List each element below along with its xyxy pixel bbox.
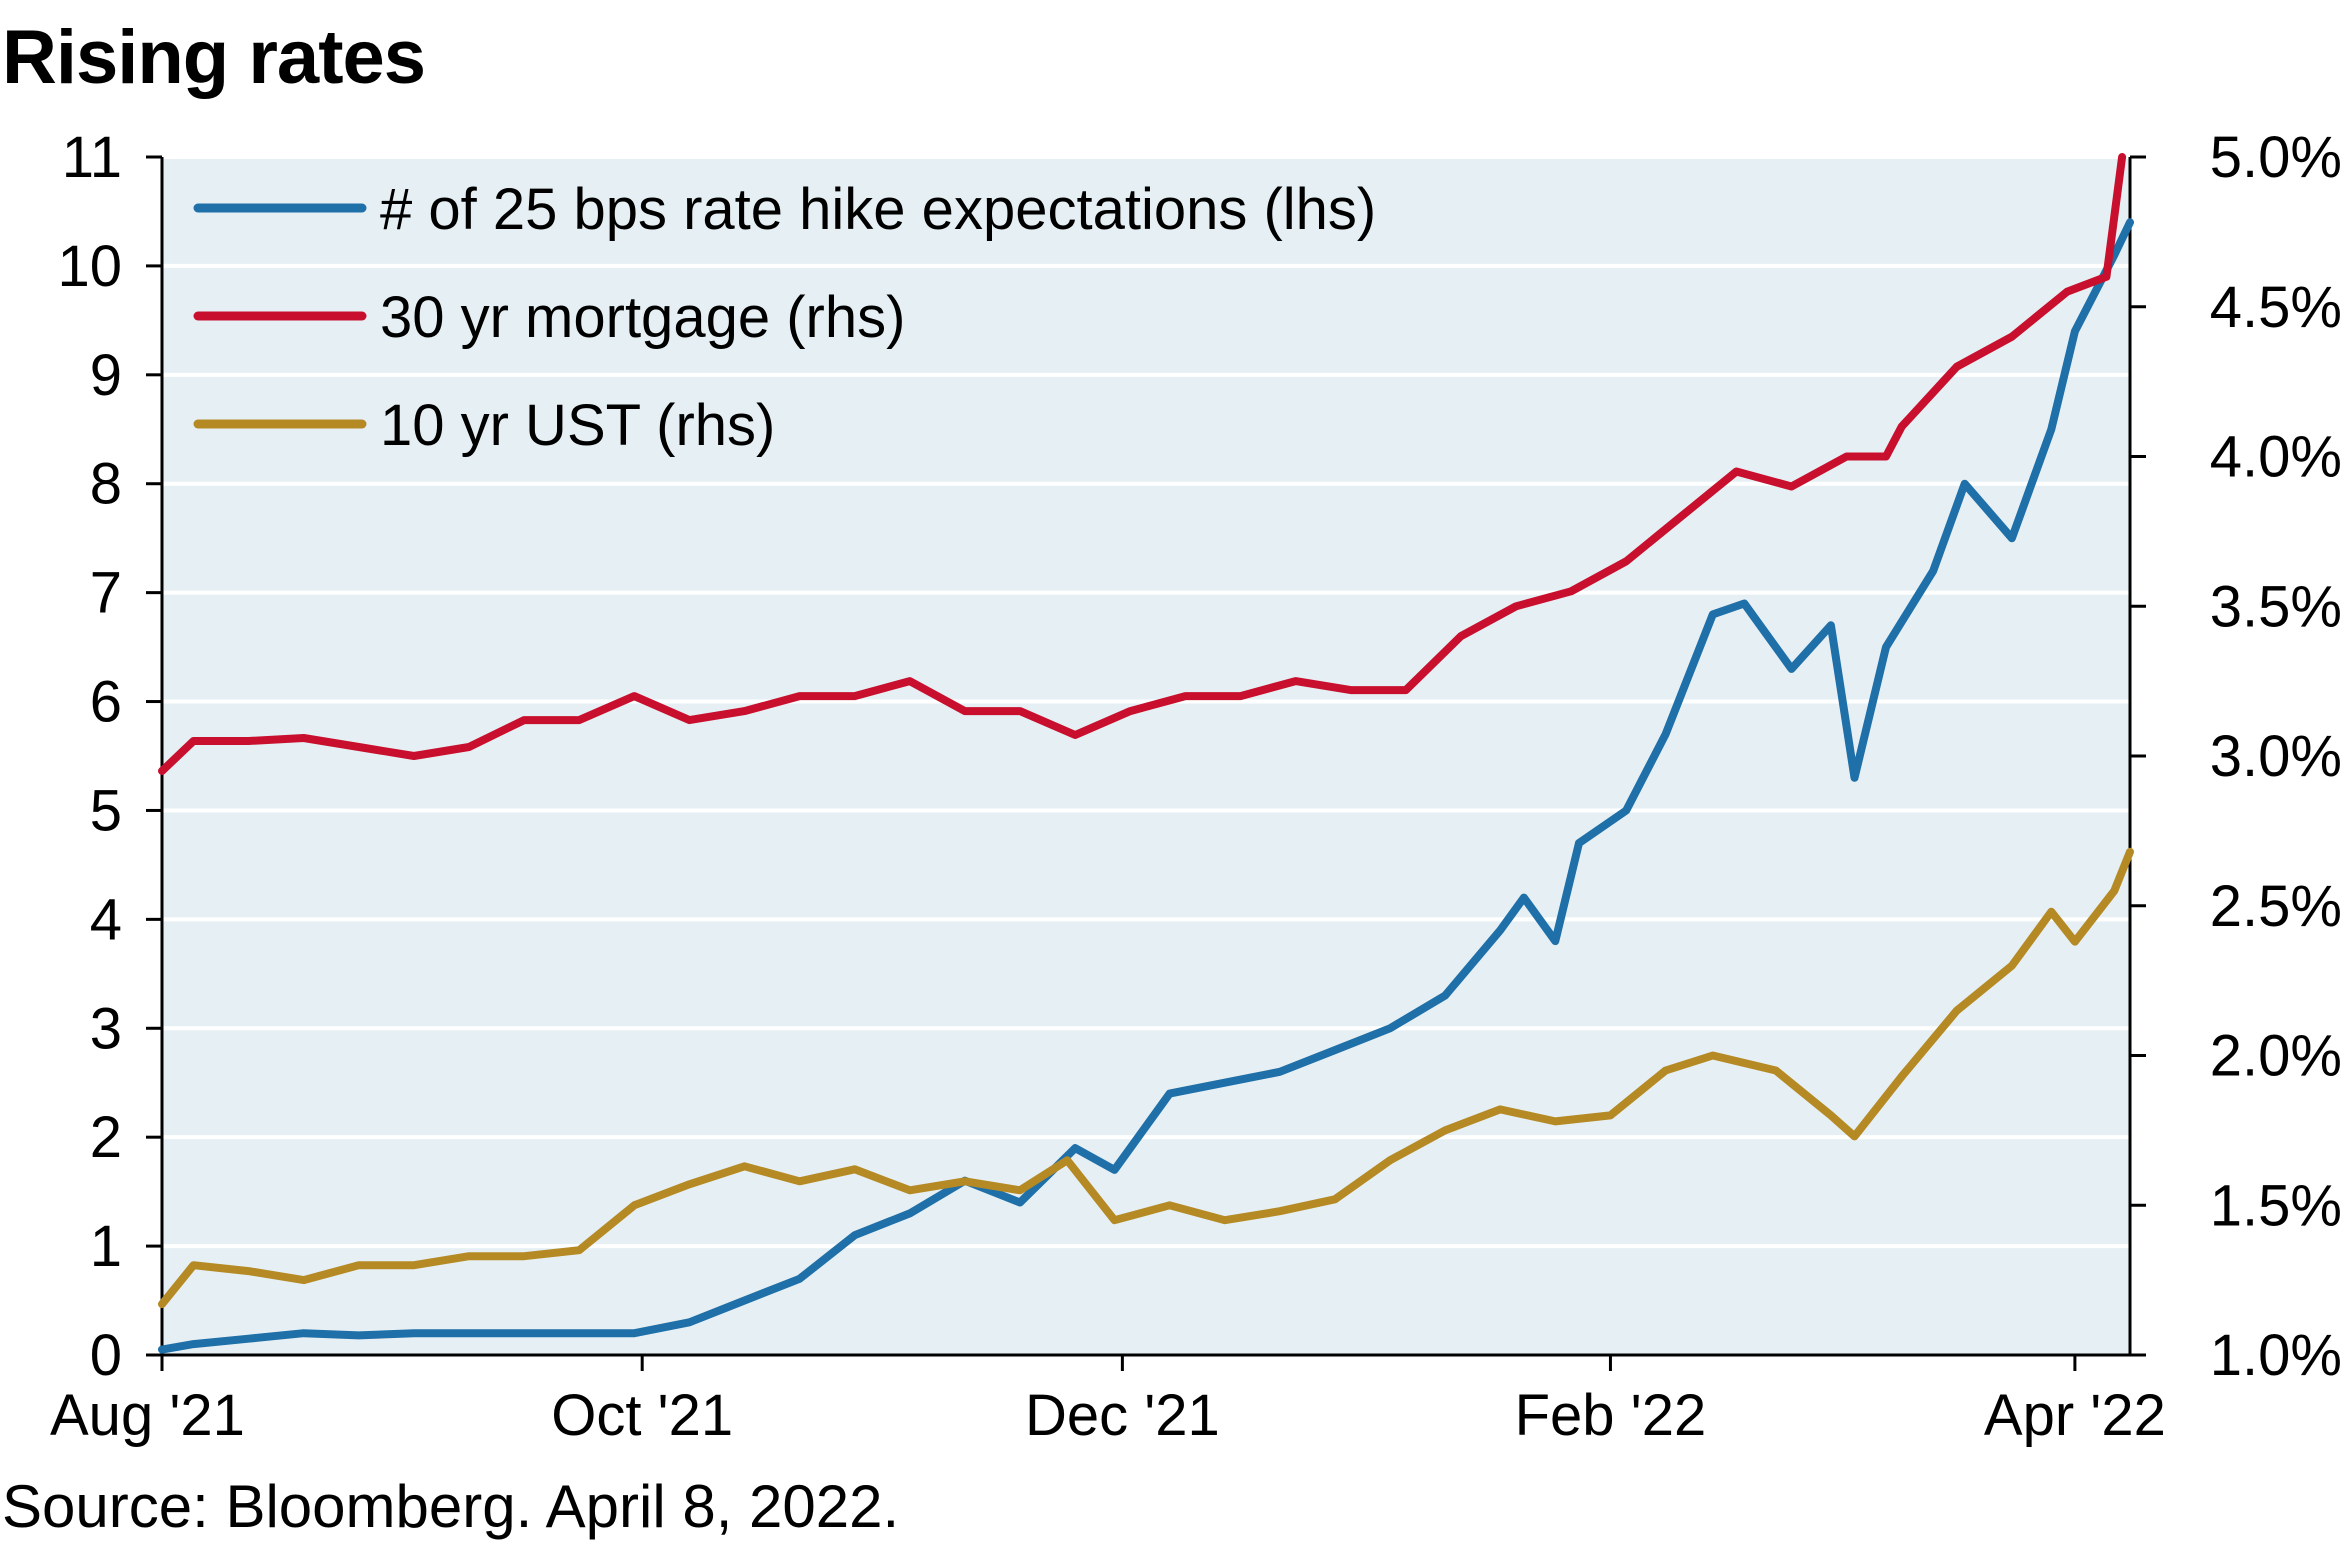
x-tick-label: Dec '21	[1025, 1383, 1220, 1448]
y-right-tick-label: 2.0%	[2210, 1024, 2341, 1089]
y-left-tick-label: 7	[90, 561, 122, 626]
x-tick-label: Oct '21	[551, 1383, 733, 1448]
series-line	[158, 153, 2127, 775]
legend: # of 25 bps rate hike expectations (lhs)…	[193, 177, 1376, 458]
y-right-tick-label: 3.0%	[2210, 724, 2341, 789]
x-tick-label: Apr '22	[1984, 1383, 2166, 1448]
y-right-tick-label: 1.0%	[2210, 1323, 2341, 1388]
y-right-tick-label: 3.5%	[2210, 574, 2341, 639]
y-right-tick-label: 1.5%	[2210, 1173, 2341, 1238]
y-left-tick-label: 8	[90, 452, 122, 517]
plot-area	[162, 157, 2130, 1355]
legend-label: 30 yr mortgage (rhs)	[380, 285, 905, 350]
chart-title: Rising rates	[2, 15, 426, 100]
y-left-tick-label: 10	[57, 234, 122, 299]
y-left-tick-label: 11	[62, 125, 122, 190]
legend-label: 10 yr UST (rhs)	[380, 393, 775, 458]
y-right-tick-label: 5.0%	[2210, 125, 2341, 190]
y-left-tick-label: 1	[90, 1214, 122, 1279]
y-left-tick-label: 9	[90, 343, 122, 408]
y-right-tick-label: 2.5%	[2210, 874, 2341, 939]
legend-label: # of 25 bps rate hike expectations (lhs)	[380, 177, 1376, 242]
y-left-tick-label: 0	[90, 1323, 122, 1388]
series-line	[158, 847, 2134, 1309]
y-right-tick-label: 4.5%	[2210, 275, 2341, 340]
y-left-tick-label: 5	[90, 778, 122, 843]
x-tick-label: Aug '21	[50, 1383, 245, 1448]
axes: 0 1 2 3 4 5 6 7 8 9 10 11 1.0% 1.5% 2.0% 2.5% 3.0% 3.5% 4.…	[50, 125, 2341, 1448]
y-right-tick-label: 4.0%	[2210, 425, 2341, 490]
y-left-tick-label: 3	[90, 996, 122, 1061]
y-left-tick-label: 2	[90, 1105, 122, 1170]
y-left-tick-label: 6	[90, 670, 122, 735]
x-tick-label: Feb '22	[1515, 1383, 1707, 1448]
source-note: Source: Bloomberg. April 8, 2022.	[2, 1473, 900, 1540]
y-left-tick-label: 4	[90, 887, 122, 952]
series-line	[158, 218, 2134, 1354]
series-lines	[158, 153, 2134, 1354]
